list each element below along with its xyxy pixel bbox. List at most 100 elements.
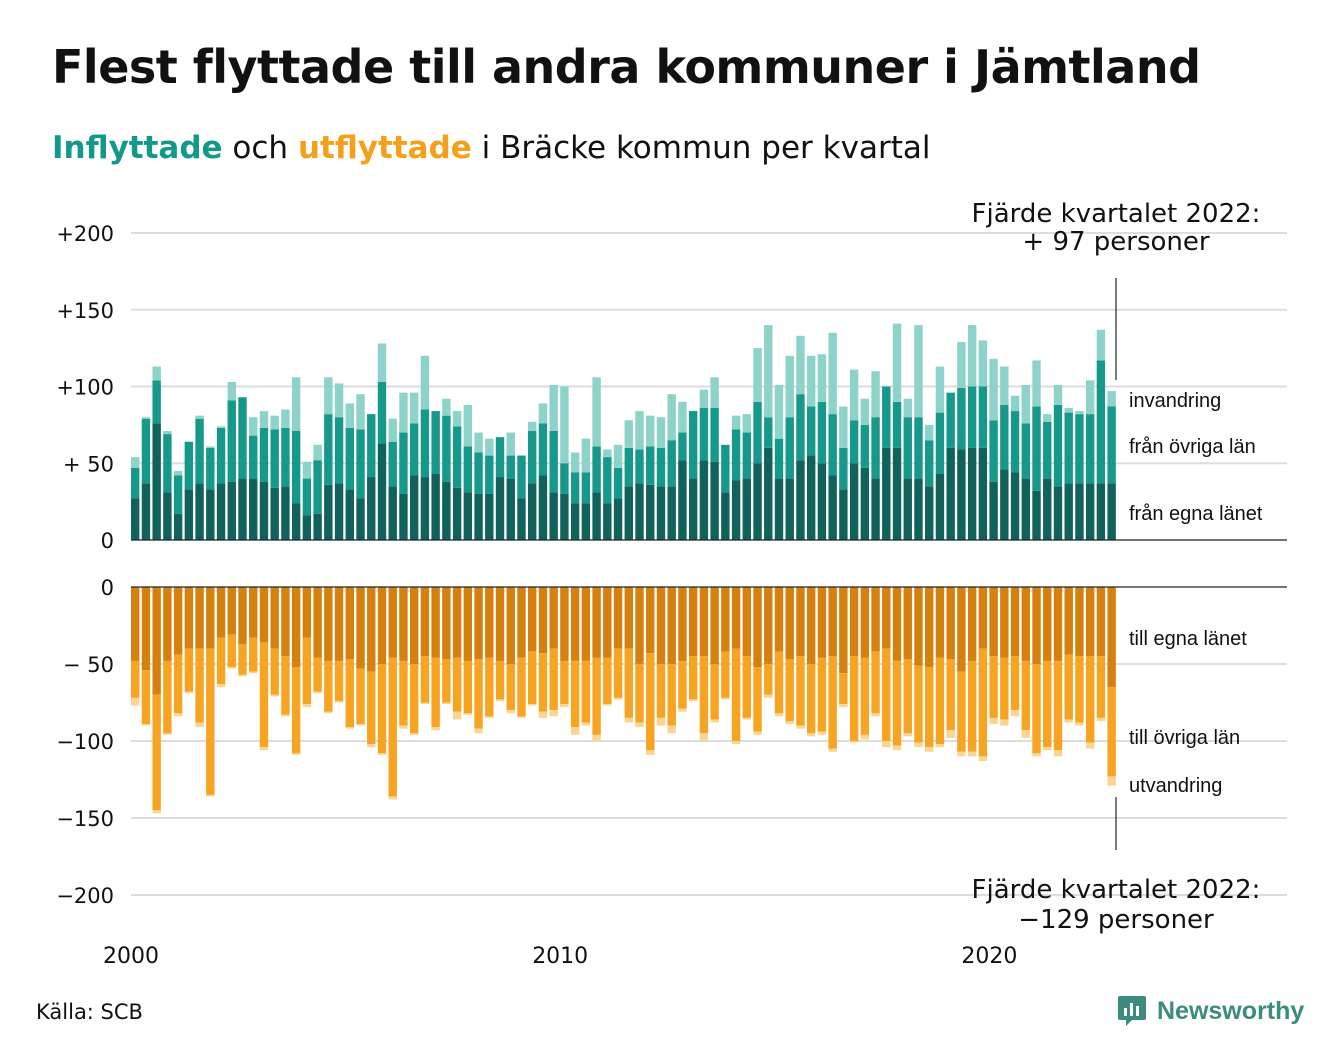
bar-out-utvandring bbox=[592, 734, 601, 741]
bar-in-invandring bbox=[678, 401, 687, 433]
bar-in-ovriga-lan bbox=[1000, 404, 1009, 470]
bar-in-invandring bbox=[1021, 384, 1030, 424]
bar-in-ovriga-lan bbox=[860, 424, 870, 468]
bar-out-egna-lanet bbox=[270, 587, 279, 649]
bar-out-utvandring bbox=[871, 713, 880, 717]
bar-in-ovriga-lan bbox=[173, 475, 183, 514]
bar-out-egna-lanet bbox=[313, 587, 322, 658]
bar-out-egna-lanet bbox=[839, 587, 848, 674]
bar-in-invandring bbox=[463, 404, 473, 447]
bar-in-invandring bbox=[528, 421, 537, 432]
newsworthy-logo[interactable]: Newsworthy bbox=[1117, 994, 1304, 1028]
bar-out-utvandring bbox=[1032, 753, 1041, 757]
bar-out-egna-lanet bbox=[420, 587, 430, 657]
bar-in-ovriga-lan bbox=[163, 434, 172, 493]
bar-in-ovriga-lan bbox=[646, 446, 655, 485]
y-tick-label-bottom: − 50 bbox=[63, 653, 114, 677]
bar-in-invandring bbox=[302, 461, 312, 479]
bar-in-invandring bbox=[1064, 407, 1073, 413]
bar-in-ovriga-lan bbox=[1085, 414, 1095, 484]
bar-out-utvandring bbox=[495, 699, 505, 701]
bar-in-ovriga-lan bbox=[238, 397, 247, 479]
bar-out-egna-lanet bbox=[656, 587, 666, 664]
bar-in-invandring bbox=[195, 415, 204, 419]
bar-out-egna-lanet bbox=[1085, 587, 1095, 657]
bar-in-ovriga-lan bbox=[409, 423, 419, 476]
bar-marks bbox=[131, 323, 1116, 814]
bar-in-egna-lanet bbox=[667, 486, 676, 540]
bar-in-invandring bbox=[377, 343, 387, 382]
bar-in-invandring bbox=[334, 383, 344, 418]
bar-in-ovriga-lan bbox=[1021, 423, 1030, 479]
bar-in-egna-lanet bbox=[259, 481, 269, 540]
grid-lines bbox=[131, 232, 1287, 896]
bar-in-egna-lanet bbox=[238, 478, 247, 540]
bar-out-ovriga-lan bbox=[195, 648, 204, 723]
bar-in-egna-lanet bbox=[978, 447, 988, 540]
bar-out-utvandring bbox=[324, 711, 333, 714]
y-tick-label-bottom: 0 bbox=[101, 576, 114, 600]
bar-out-egna-lanet bbox=[849, 587, 859, 657]
bar-out-utvandring bbox=[131, 697, 140, 706]
bar-out-ovriga-lan bbox=[817, 657, 827, 732]
bar-out-utvandring bbox=[1064, 719, 1073, 723]
bar-out-egna-lanet bbox=[259, 587, 269, 643]
bar-out-utvandring bbox=[839, 704, 848, 708]
bar-in-egna-lanet bbox=[517, 498, 526, 540]
bar-in-egna-lanet bbox=[302, 515, 312, 540]
bar-in-egna-lanet bbox=[1075, 483, 1084, 540]
bar-out-utvandring bbox=[195, 722, 204, 728]
bar-out-ovriga-lan bbox=[925, 667, 934, 748]
bar-in-invandring bbox=[227, 381, 236, 401]
bar-in-invandring bbox=[742, 414, 752, 433]
bar-in-invandring bbox=[1096, 329, 1106, 361]
bar-in-invandring bbox=[560, 386, 569, 464]
bar-out-utvandring bbox=[399, 725, 408, 729]
bar-in-ovriga-lan bbox=[635, 449, 644, 484]
bar-out-ovriga-lan bbox=[131, 660, 140, 698]
bar-in-ovriga-lan bbox=[281, 427, 290, 487]
bar-in-egna-lanet bbox=[131, 498, 140, 540]
bar-in-ovriga-lan bbox=[624, 447, 633, 487]
bar-out-utvandring bbox=[485, 716, 494, 718]
bar-in-ovriga-lan bbox=[195, 418, 204, 484]
bar-out-utvandring bbox=[914, 742, 923, 748]
bar-out-ovriga-lan bbox=[656, 664, 666, 718]
label-till-ovriga-lan: till övriga län bbox=[1129, 727, 1240, 749]
bar-in-egna-lanet bbox=[656, 486, 666, 540]
bar-out-utvandring bbox=[1053, 750, 1063, 757]
y-tick-label-top: +100 bbox=[56, 376, 114, 400]
bar-in-ovriga-lan bbox=[345, 427, 354, 490]
bar-out-utvandring bbox=[249, 671, 258, 674]
bar-in-egna-lanet bbox=[946, 447, 955, 540]
bar-out-egna-lanet bbox=[914, 587, 923, 666]
bar-in-ovriga-lan bbox=[925, 440, 934, 487]
bar-in-invandring bbox=[785, 355, 794, 418]
bar-out-utvandring bbox=[560, 704, 569, 708]
bar-out-utvandring bbox=[238, 674, 247, 677]
bar-in-ovriga-lan bbox=[688, 411, 698, 479]
bar-in-invandring bbox=[324, 377, 333, 415]
bar-out-egna-lanet bbox=[195, 587, 204, 649]
bar-in-ovriga-lan bbox=[463, 446, 473, 493]
bar-out-egna-lanet bbox=[367, 587, 376, 672]
bar-out-utvandring bbox=[635, 722, 644, 728]
bar-in-egna-lanet bbox=[1032, 490, 1041, 540]
bar-out-egna-lanet bbox=[216, 587, 226, 638]
bar-in-egna-lanet bbox=[967, 447, 977, 540]
bar-in-ovriga-lan bbox=[570, 472, 580, 504]
y-tick-label-bottom: −150 bbox=[56, 807, 114, 831]
bar-out-utvandring bbox=[624, 717, 633, 723]
annotation-bottom-line2: −129 personer bbox=[1018, 905, 1214, 935]
bar-in-invandring bbox=[1032, 360, 1041, 407]
bar-in-invandring bbox=[989, 358, 998, 421]
newsworthy-logo-icon bbox=[1118, 996, 1146, 1026]
bar-in-ovriga-lan bbox=[388, 441, 397, 487]
bar-in-ovriga-lan bbox=[817, 401, 827, 464]
bar-out-ovriga-lan bbox=[1064, 654, 1073, 720]
bar-in-ovriga-lan bbox=[131, 467, 140, 499]
bar-out-egna-lanet bbox=[324, 587, 333, 661]
subtitle-och: och bbox=[222, 130, 298, 166]
bar-in-egna-lanet bbox=[463, 492, 473, 540]
bar-in-invandring bbox=[1043, 414, 1052, 422]
